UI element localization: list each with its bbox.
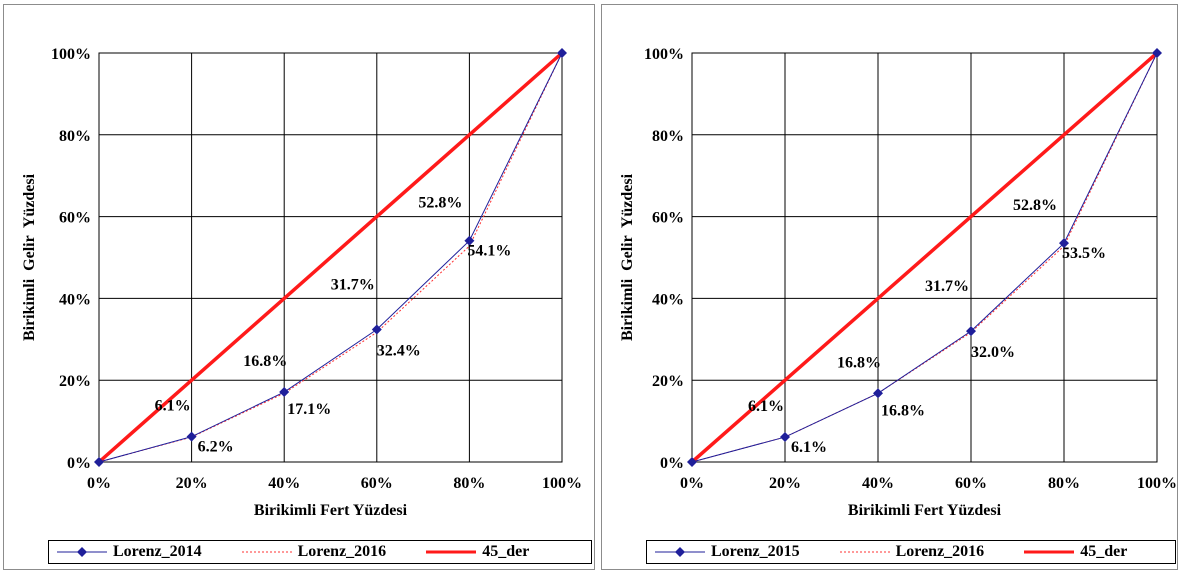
x-tick-label: 20% [176, 475, 208, 492]
data-point-marker [279, 387, 290, 398]
chart-panel-right: 0% 0% 20% 20% 40% 40% 60% 60% 80% 80% 100% 100% Biri… [601, 4, 1178, 570]
lorenz-chart-2014-2016: 0% 0% 20% 20% 40% 40% 60% 60% 80% 80% 100% 100% Biri… [21, 46, 582, 519]
legend: Lorenz_2014 Lorenz_2016 45_der [48, 540, 592, 564]
x-tick-label: 100% [1137, 475, 1177, 492]
y-tick-label: 40% [59, 291, 91, 308]
y-tick-label: 80% [59, 128, 91, 145]
series-line-lorenz_2016 [98, 52, 563, 463]
legend-swatch-line-diamond [655, 547, 705, 557]
legend-label: Lorenz_2015 [711, 543, 800, 560]
legend-label: Lorenz_2016 [297, 543, 387, 560]
x-tick-label: 40% [268, 475, 300, 492]
y-tick-label: 100% [644, 46, 684, 63]
data-label: 32.4% [377, 342, 421, 359]
x-tick-label: 40% [862, 475, 894, 492]
y-tick-label: 20% [59, 373, 91, 390]
x-tick-label: 100% [542, 475, 582, 492]
data-label: 31.7% [925, 278, 969, 295]
y-axis-label: Birikimli Gelir Yüzdesi [619, 173, 636, 341]
data-point-marker [1059, 238, 1069, 249]
legend-swatch-thick [426, 550, 477, 554]
data-point-marker [966, 326, 976, 337]
data-point-marker [557, 48, 567, 58]
legend-label: 45_der [1080, 543, 1128, 560]
data-point-marker [873, 388, 883, 399]
data-label: 32.0% [971, 344, 1015, 361]
data-label: 16.8% [243, 353, 287, 370]
data-label: 6.1% [748, 398, 784, 415]
x-tick-label: 60% [361, 475, 393, 492]
data-label: 6.2% [198, 439, 234, 456]
legend-item-lorenz-2016: Lorenz_2016 [839, 543, 985, 561]
x-tick-label: 0% [87, 475, 111, 492]
y-tick-label: 100% [51, 46, 91, 63]
data-label: 54.1% [467, 243, 511, 260]
data-label: 52.8% [1013, 197, 1057, 214]
legend-label: Lorenz_2014 [113, 543, 202, 560]
data-label: 53.5% [1062, 245, 1106, 262]
y-tick-label: 60% [652, 210, 684, 227]
legend-swatch-dashed [839, 551, 890, 553]
legend-swatch-dashed [241, 551, 292, 553]
data-label: 6.1% [155, 398, 191, 415]
y-tick-label: 40% [652, 291, 684, 308]
data-point-marker [186, 431, 197, 442]
data-label: 17.1% [287, 401, 331, 418]
legend-swatch-line-diamond [57, 547, 107, 557]
data-point-marker [371, 324, 382, 335]
legend-label: Lorenz_2016 [895, 543, 985, 560]
legend-item-45-der: 45_der [426, 543, 529, 561]
data-point-marker [94, 457, 104, 467]
data-label: 6.1% [791, 439, 827, 456]
y-tick-label: 80% [652, 128, 684, 145]
series-line-45_der [97, 51, 564, 464]
legend-item-lorenz-2014: Lorenz_2014 [57, 543, 202, 561]
legend-item-lorenz-2015: Lorenz_2015 [655, 543, 800, 561]
y-tick-label: 20% [652, 373, 684, 390]
y-axis-label: Birikimli Gelir Yüzdesi [21, 173, 38, 341]
series-line-lorenz_2015 [691, 52, 1158, 463]
y-tick-label: 0% [67, 455, 91, 472]
legend: Lorenz_2015 Lorenz_2016 45_der [646, 540, 1176, 564]
x-tick-label: 60% [955, 475, 987, 492]
data-label: 16.8% [837, 354, 881, 371]
series-line-lorenz_2014 [98, 52, 563, 463]
chart-panel-left: 0% 0% 20% 20% 40% 40% 60% 60% 80% 80% 100% 100% Biri… [3, 4, 595, 570]
data-point-marker [687, 457, 697, 467]
legend-item-45-der: 45_der [1024, 543, 1127, 561]
data-label: 52.8% [418, 195, 462, 212]
x-axis-label: Birikimli Fert Yüzdesi [254, 502, 408, 519]
y-tick-label: 60% [59, 210, 91, 227]
data-point-marker [464, 235, 475, 246]
series-line-45_der [690, 51, 1159, 464]
lorenz-chart-2015-2016: 0% 0% 20% 20% 40% 40% 60% 60% 80% 80% 100% 100% Biri… [619, 46, 1177, 519]
legend-swatch-thick [1024, 550, 1075, 554]
x-tick-label: 80% [1048, 475, 1080, 492]
data-point-marker [1152, 48, 1162, 58]
legend-item-lorenz-2016: Lorenz_2016 [241, 543, 387, 561]
x-tick-label: 80% [453, 475, 485, 492]
data-point-marker [780, 432, 790, 443]
y-tick-label: 0% [660, 455, 684, 472]
legend-label: 45_der [482, 543, 530, 560]
x-tick-label: 0% [680, 475, 704, 492]
x-tick-label: 20% [769, 475, 801, 492]
data-label: 16.8% [881, 402, 925, 419]
x-axis-label: Birikimli Fert Yüzdesi [848, 502, 1002, 519]
data-label: 31.7% [331, 276, 375, 293]
